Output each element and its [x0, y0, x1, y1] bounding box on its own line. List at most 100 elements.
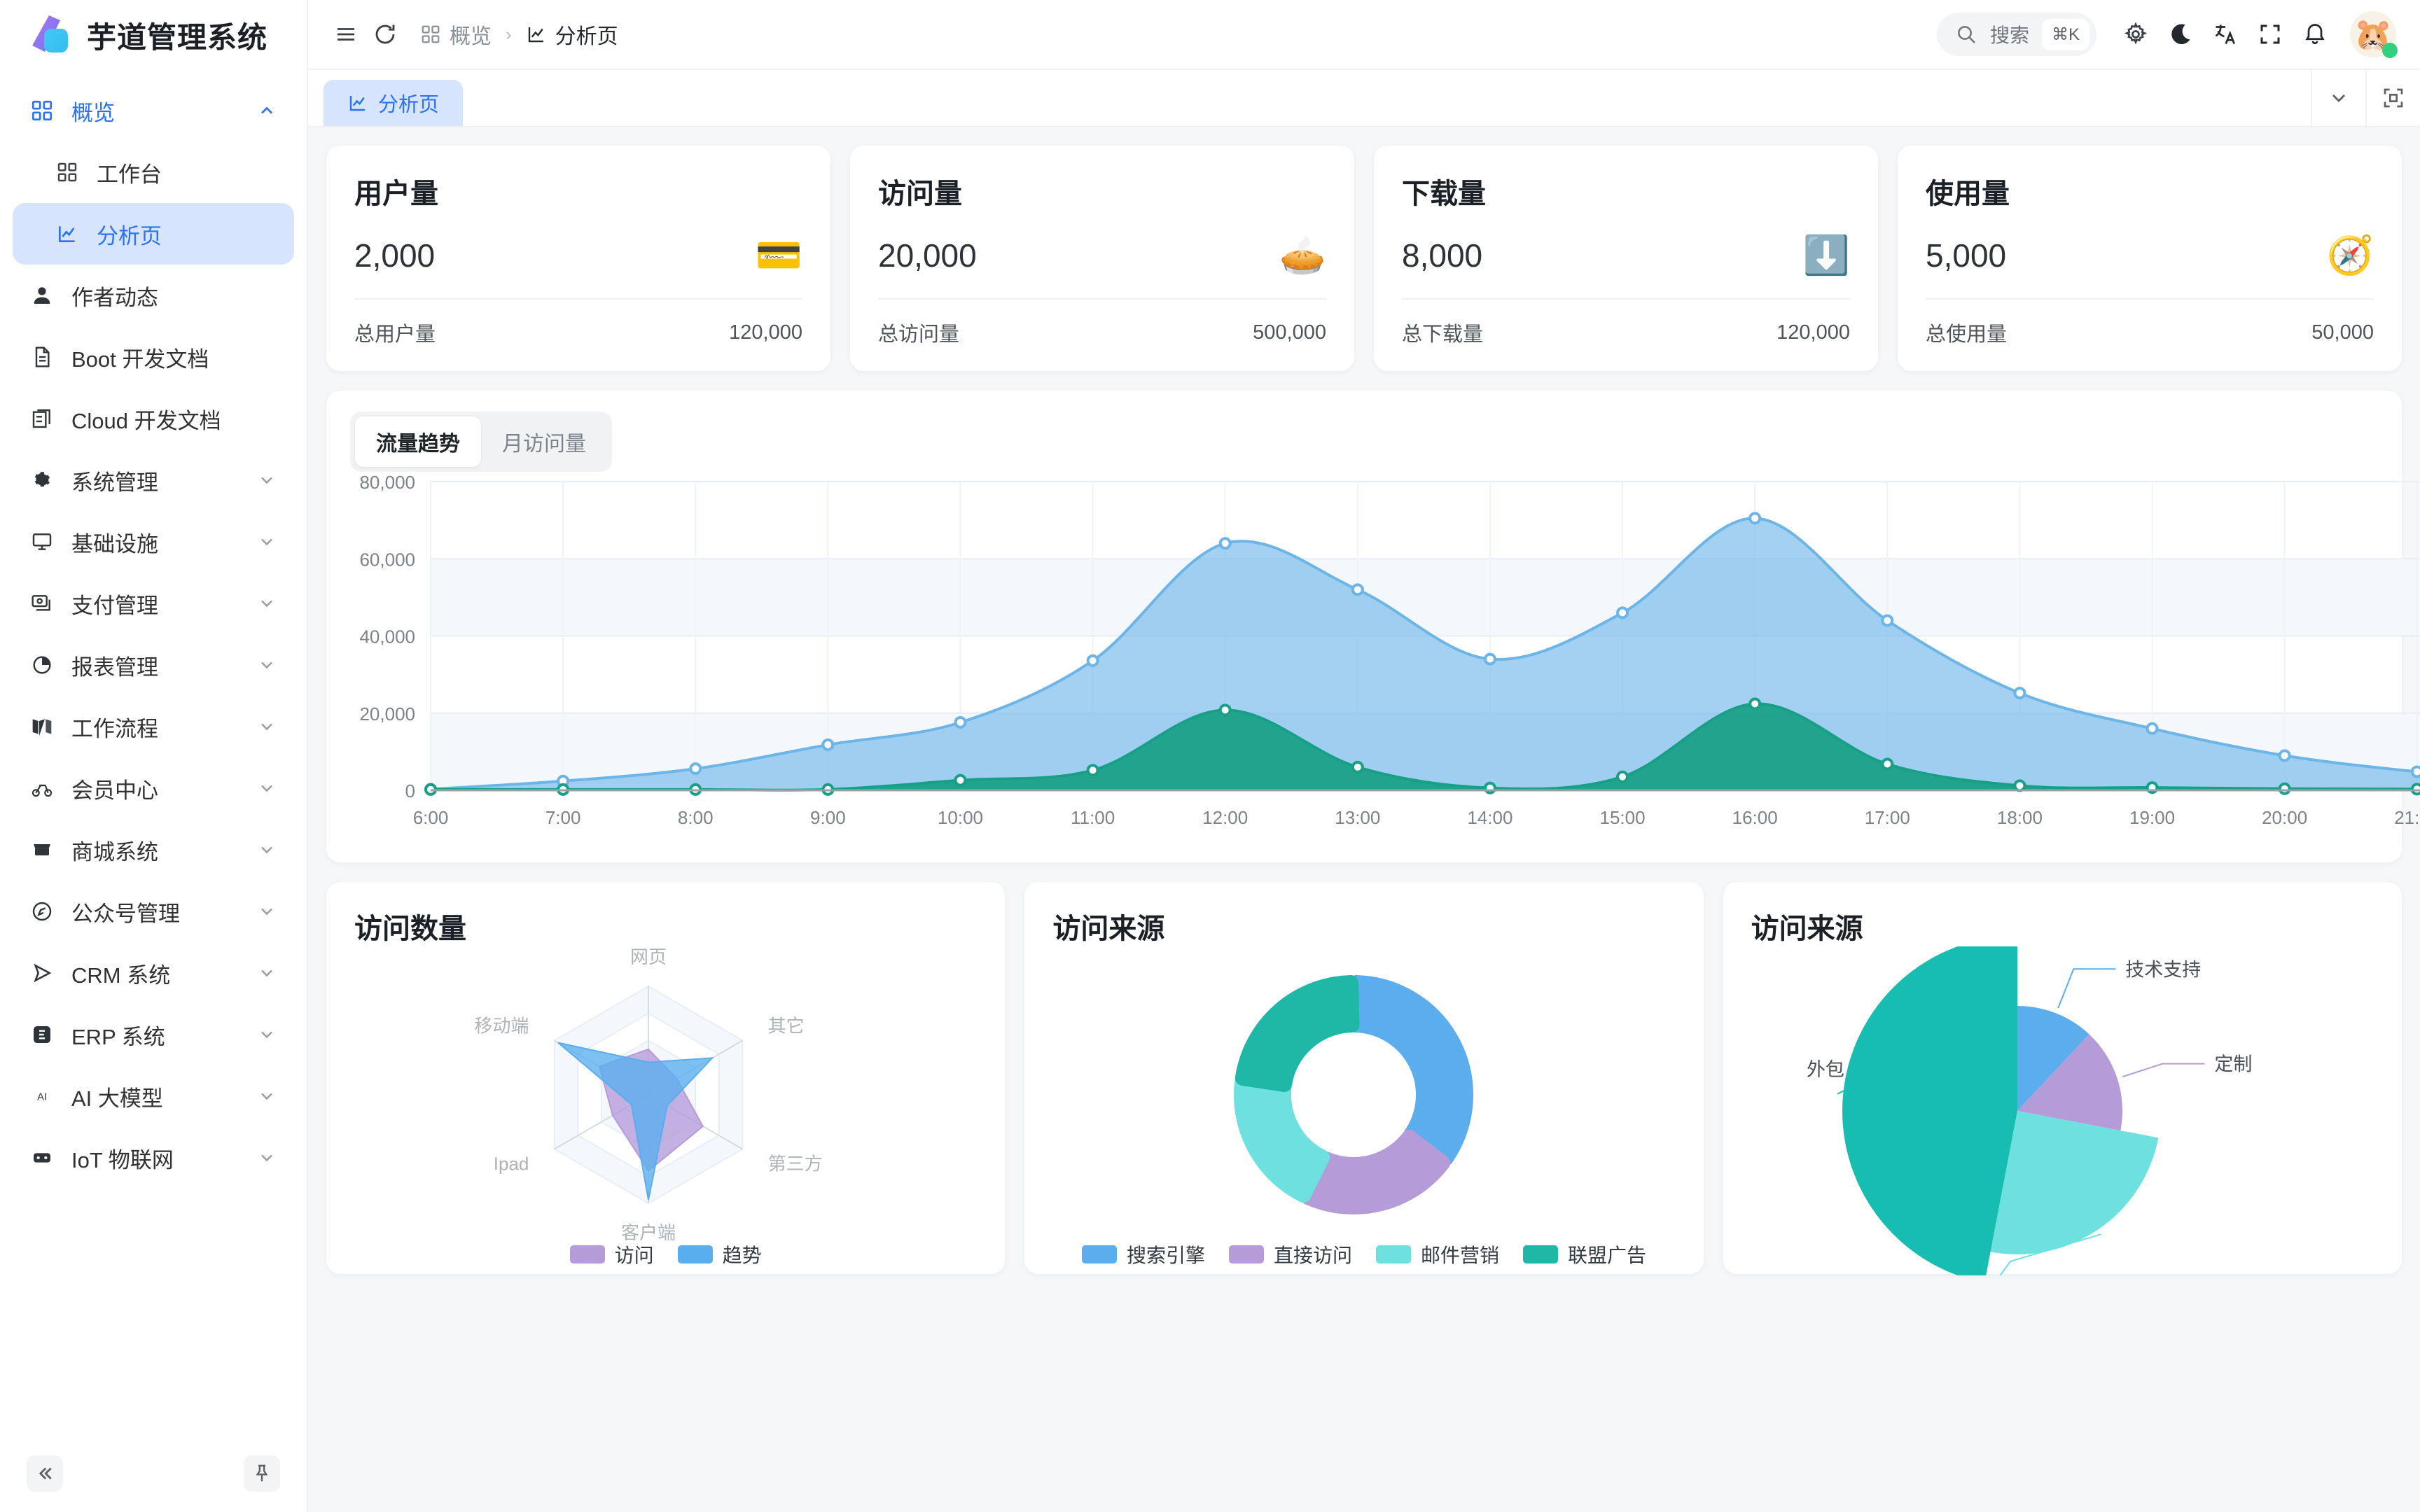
sidebar-item-workbench[interactable]: 工作台 — [13, 141, 294, 203]
trend-tab-monthly[interactable]: 月访问量 — [502, 433, 586, 456]
svg-text:Ipad: Ipad — [494, 1154, 529, 1175]
sidebar-item-erp[interactable]: ERP 系统 — [13, 1004, 294, 1065]
sidebar-item-member-center[interactable]: 会员中心 — [13, 757, 294, 819]
logo-row[interactable]: 芋道管理系统 — [0, 0, 307, 70]
stat-foot-label: 总使用量 — [1926, 323, 2008, 346]
legend-item[interactable]: 趋势 — [677, 1240, 762, 1268]
chevron-down-icon — [255, 838, 279, 862]
legend-item[interactable]: 邮件营销 — [1375, 1240, 1499, 1268]
collapse-sidebar-button[interactable] — [27, 1455, 63, 1492]
sidebar-item-author-feed[interactable]: 作者动态 — [13, 265, 294, 326]
sidebar-footer — [0, 1435, 307, 1512]
panel-title: 访问来源 — [1052, 913, 1165, 944]
sidebar-item-reports[interactable]: 报表管理 — [13, 634, 294, 696]
stat-foot-value: 50,000 — [2311, 321, 2374, 344]
sidebar-item-label: 概览 — [71, 100, 115, 125]
tab-analysis[interactable]: 分析页 — [324, 80, 464, 126]
stat-title: 使用量 — [1926, 178, 2010, 209]
hamburger-icon[interactable] — [326, 15, 366, 54]
search-input[interactable]: 搜索 ⌘K — [1936, 13, 2096, 56]
sidebar-item-label: 分析页 — [97, 223, 162, 248]
trend-card: 流量趋势 月访问量 0 20,000 40,000 60,000 80,000 6:00 7… — [326, 391, 2420, 862]
breadcrumb-item-analysis[interactable]: 分析页 — [526, 19, 618, 50]
sidebar-item-infrastructure[interactable]: 基础设施 — [13, 511, 294, 573]
fullscreen-icon[interactable] — [2251, 15, 2290, 54]
breadcrumb-item-overview[interactable]: 概览 — [420, 19, 492, 50]
translate-icon[interactable] — [2206, 15, 2245, 54]
donut-panel: 访问来源 搜索引擎 直接访问 — [1024, 882, 1704, 1274]
app-title: 芋道管理系统 — [87, 20, 268, 54]
legend-swatch — [1523, 1245, 1558, 1264]
chevron-down-icon — [255, 1023, 279, 1046]
main-region: 概览 › 分析页 — [308, 0, 2420, 1512]
ai-icon: AI — [28, 1082, 56, 1110]
pie-chart[interactable]: 技术支持定制远程外包 — [1751, 946, 2374, 1275]
sidebar-item-label: Cloud 开发文档 — [71, 408, 221, 433]
gear-icon — [28, 466, 56, 494]
stat-foot-label: 总下载量 — [1402, 323, 1484, 346]
breadcrumb-separator: › — [506, 23, 512, 45]
trend-tab-traffic[interactable]: 流量趋势 — [355, 416, 481, 467]
breadcrumb-label: 分析页 — [555, 25, 618, 48]
stat-foot-value: 500,000 — [1253, 321, 1326, 344]
svg-text:40,000: 40,000 — [359, 626, 415, 648]
sidebar-item-payment[interactable]: 支付管理 — [13, 573, 294, 634]
svg-text:定制: 定制 — [2214, 1054, 2252, 1075]
gear-icon[interactable] — [2116, 15, 2155, 54]
sidebar-item-cloud-docs[interactable]: Cloud 开发文档 — [13, 388, 294, 449]
refresh-icon[interactable] — [366, 15, 405, 54]
stat-value: 20,000 — [878, 237, 977, 274]
chevron-down-icon — [255, 530, 279, 554]
svg-text:14:00: 14:00 — [1467, 807, 1512, 828]
user-icon — [28, 281, 56, 309]
legend-item[interactable]: 搜索引擎 — [1081, 1240, 1205, 1268]
legend-item[interactable]: 访问 — [569, 1240, 654, 1268]
sidebar-item-overview[interactable]: 概览 — [13, 80, 294, 141]
flow-icon — [28, 713, 56, 741]
area-chart[interactable]: 0 20,000 40,000 60,000 80,000 6:00 7:00 8:00 9:0… — [350, 472, 2420, 850]
sidebar-item-workflow[interactable]: 工作流程 — [13, 696, 294, 757]
chevron-down-icon — [255, 776, 279, 800]
moon-icon[interactable] — [2161, 15, 2200, 54]
chevron-down-icon[interactable] — [2311, 70, 2365, 126]
sidebar-item-mall[interactable]: 商城系统 — [13, 819, 294, 881]
svg-text:17:00: 17:00 — [1865, 807, 1910, 828]
legend-item[interactable]: 联盟广告 — [1523, 1240, 1646, 1268]
sidebar-item-ai[interactable]: AI AI 大模型 — [13, 1065, 294, 1127]
sidebar-item-label: 工作流程 — [71, 716, 158, 741]
avatar[interactable]: 🐹 — [2350, 11, 2398, 58]
legend-swatch — [1081, 1245, 1117, 1264]
donut-chart[interactable] — [1052, 946, 1675, 1240]
tab-label: 分析页 — [378, 94, 440, 116]
stat-card-visits: 访问量 20,000 🥧 总访问量 500,000 — [850, 146, 1354, 371]
screen-icon[interactable] — [2365, 70, 2420, 126]
sidebar-item-analysis[interactable]: 分析页 — [13, 203, 294, 265]
search-icon — [1955, 23, 1977, 46]
svg-text:7:00: 7:00 — [545, 807, 581, 828]
svg-text:9:00: 9:00 — [810, 807, 846, 828]
sidebar-item-official-account[interactable]: 公众号管理 — [13, 881, 294, 942]
donut-legend: 搜索引擎 直接访问 邮件营销 联盟广告 — [1052, 1240, 1675, 1268]
chevron-down-icon — [255, 899, 279, 923]
radar-chart[interactable]: 网页 其它 第三方 客户端 Ipad 移动端 — [354, 946, 977, 1240]
sidebar-item-system[interactable]: 系统管理 — [13, 449, 294, 511]
svg-text:0: 0 — [405, 780, 415, 802]
topbar: 概览 › 分析页 — [308, 0, 2420, 70]
sidebar-item-crm[interactable]: CRM 系统 — [13, 942, 294, 1004]
sidebar-item-label: 公众号管理 — [71, 901, 180, 926]
bell-icon[interactable] — [2295, 15, 2335, 54]
bicycle-icon — [28, 774, 56, 802]
svg-text:技术支持: 技术支持 — [2125, 959, 2201, 980]
sidebar-item-iot[interactable]: IoT 物联网 — [13, 1127, 294, 1189]
svg-text:外包: 外包 — [1807, 1059, 1844, 1080]
legend-swatch — [569, 1245, 605, 1264]
svg-text:13:00: 13:00 — [1335, 807, 1380, 828]
stat-value: 8,000 — [1402, 237, 1483, 274]
svg-text:80,000: 80,000 — [359, 472, 415, 493]
legend-label: 搜索引擎 — [1126, 1245, 1205, 1266]
sidebar-item-boot-docs[interactable]: Boot 开发文档 — [13, 326, 294, 388]
sidebar-item-label: 支付管理 — [71, 593, 158, 618]
svg-text:其它: 其它 — [768, 1016, 805, 1037]
pin-sidebar-button[interactable] — [244, 1455, 280, 1492]
legend-item[interactable]: 直接访问 — [1228, 1240, 1352, 1268]
